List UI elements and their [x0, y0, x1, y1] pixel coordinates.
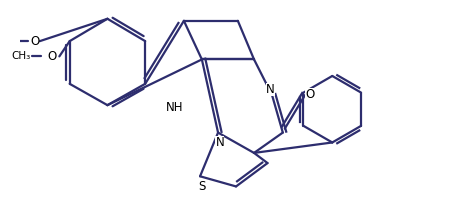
Text: NH: NH [166, 101, 184, 114]
Text: O: O [30, 35, 39, 48]
Text: O: O [47, 50, 56, 63]
Text: N: N [215, 136, 224, 149]
Text: N: N [266, 83, 274, 96]
Text: S: S [198, 180, 206, 193]
Text: CH₃: CH₃ [12, 51, 31, 61]
Text: O: O [305, 88, 314, 101]
